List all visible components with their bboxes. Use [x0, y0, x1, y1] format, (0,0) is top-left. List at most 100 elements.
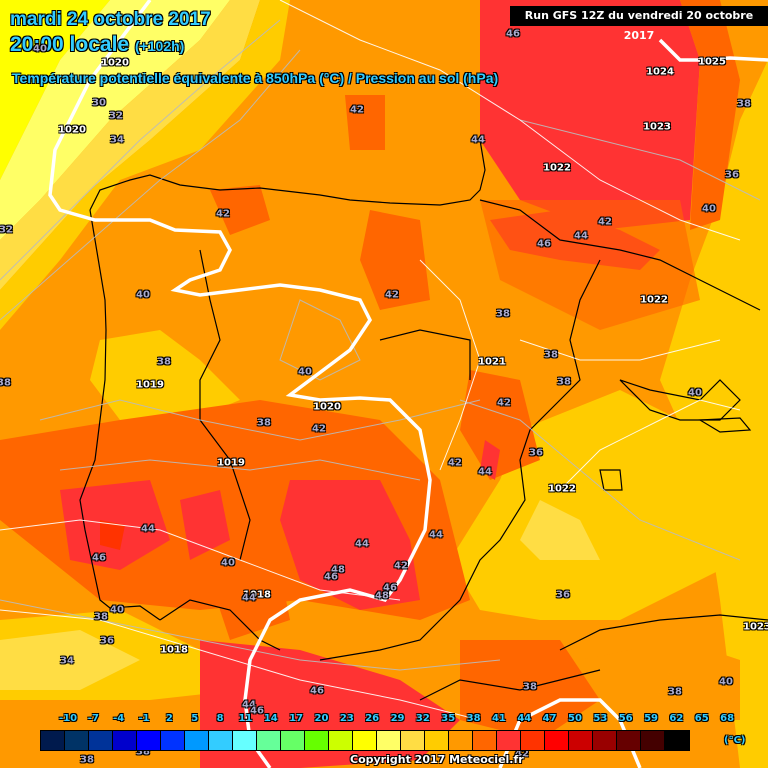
pressure-label: 1023 — [643, 121, 671, 133]
legend-swatch — [65, 731, 89, 750]
temperature-label: 38 — [557, 376, 571, 388]
legend-tick-label: 2 — [165, 713, 173, 724]
legend-tick-label: 26 — [365, 713, 380, 724]
temperature-label: 38 — [257, 417, 271, 429]
legend-swatch — [545, 731, 569, 750]
copyright: Copyright 2017 Meteociel.fr — [350, 753, 524, 766]
forecast-lead-time: (+102h) — [134, 38, 185, 54]
temperature-label: 42 — [497, 397, 511, 409]
legend-swatch — [89, 731, 113, 750]
temperature-label: 46 — [310, 685, 324, 697]
legend-swatch — [449, 731, 473, 750]
temperature-label: 42 — [515, 748, 529, 760]
legend-swatch — [617, 731, 641, 750]
legend-tick-label: 65 — [694, 713, 709, 724]
temperature-label: 46 — [92, 552, 106, 564]
temperature-label: 38 — [0, 377, 11, 389]
temperature-label: 40 — [688, 387, 702, 399]
legend-tick-label: 68 — [720, 713, 735, 724]
temperature-label: 44 — [242, 699, 256, 711]
legend-swatch — [425, 731, 449, 750]
pressure-label: 1022 — [543, 162, 571, 174]
legend-swatch — [521, 731, 545, 750]
legend-swatch — [257, 731, 281, 750]
temperature-label: 48 — [375, 590, 389, 602]
temperature-label: 36 — [100, 635, 114, 647]
temperature-label: 40 — [136, 289, 150, 301]
legend-tick-label: 44 — [517, 713, 532, 724]
legend-swatch — [185, 731, 209, 750]
legend-tick-label: -10 — [58, 713, 78, 724]
legend-swatch — [41, 731, 65, 750]
temperature-label: 42 — [385, 289, 399, 301]
pressure-label: 1021 — [478, 356, 506, 368]
temperature-label: 44 — [429, 529, 443, 541]
pressure-label: 1022 — [548, 483, 576, 495]
temperature-label: 38 — [668, 686, 682, 698]
temperature-label: 34 — [60, 655, 74, 667]
legend-swatch — [569, 731, 593, 750]
pressure-label: 1018 — [243, 589, 271, 601]
temperature-label: 38 — [80, 754, 94, 766]
legend-swatch — [161, 731, 185, 750]
temperature-label: 36 — [529, 447, 543, 459]
legend-tick-label: 41 — [491, 713, 506, 724]
temperature-label: 40 — [719, 676, 733, 688]
legend-swatch — [497, 731, 521, 750]
temperature-label: 36 — [556, 589, 570, 601]
legend-swatch — [329, 731, 353, 750]
forecast-local-time: 20:00 locale — [10, 33, 130, 56]
temperature-label: 46 — [537, 238, 551, 250]
temperature-label: 40 — [702, 203, 716, 215]
legend-swatch — [473, 731, 497, 750]
forecast-time: 20:00 locale (+102h) — [10, 33, 184, 57]
legend-swatch — [665, 731, 689, 750]
legend-swatch — [641, 731, 665, 750]
pressure-label: 1018 — [160, 644, 188, 656]
map-title: Température potentielle équivalente à 85… — [12, 70, 499, 86]
temperature-label: 38 — [523, 681, 537, 693]
pressure-label: 1022 — [640, 294, 668, 306]
pressure-label: 1020 — [313, 401, 341, 413]
legend-tick-label: 5 — [191, 713, 199, 724]
legend-swatch — [305, 731, 329, 750]
legend-tick-label: -1 — [138, 713, 150, 724]
temperature-label: 42 — [598, 216, 612, 228]
legend-ticks: -10 -7 -4 -1 2 5 8 11 14 17 20 23 26 29 32 35 38 41 44 47 50… — [40, 713, 740, 727]
temperature-label: 38 — [94, 611, 108, 623]
pressure-label: 1023 — [743, 621, 768, 633]
temperature-label: 42 — [350, 104, 364, 116]
temperature-label: 46 — [383, 582, 397, 594]
temperature-label: 36 — [725, 169, 739, 181]
temperature-label: 30 — [92, 97, 106, 109]
temperature-label: 44 — [471, 134, 485, 146]
temperature-label: 44 — [478, 466, 492, 478]
temperature-label: 46 — [324, 571, 338, 583]
temperature-label: 46 — [506, 28, 520, 40]
legend-tick-label: 23 — [339, 713, 354, 724]
pressure-label: 1020 — [58, 124, 86, 136]
legend-swatch — [113, 731, 137, 750]
temperature-label: 44 — [355, 538, 369, 550]
forecast-date: mardi 24 octobre 2017 — [10, 9, 211, 30]
temperature-label: 34 — [110, 134, 124, 146]
legend-tick-label: 47 — [542, 713, 557, 724]
legend-swatch — [377, 731, 401, 750]
legend-tick-label: 50 — [568, 713, 582, 724]
temperature-label: 44 — [141, 523, 155, 535]
legend-tick-label: 11 — [238, 713, 253, 724]
legend-swatch — [281, 731, 305, 750]
legend-tick-label: -4 — [113, 713, 125, 724]
temperature-label: 40 — [110, 604, 124, 616]
pressure-label: 1025 — [698, 56, 726, 68]
color-legend — [40, 730, 690, 751]
legend-swatch — [593, 731, 617, 750]
legend-tick-label: 8 — [216, 713, 224, 724]
legend-tick-label: 59 — [644, 713, 659, 724]
pressure-label: 1020 — [101, 57, 129, 69]
legend-tick-label: 35 — [441, 713, 456, 724]
temperature-label: 42 — [448, 457, 462, 469]
legend-tick-label: 38 — [466, 713, 481, 724]
legend-swatch — [233, 731, 257, 750]
legend-tick-label: 56 — [618, 713, 633, 724]
